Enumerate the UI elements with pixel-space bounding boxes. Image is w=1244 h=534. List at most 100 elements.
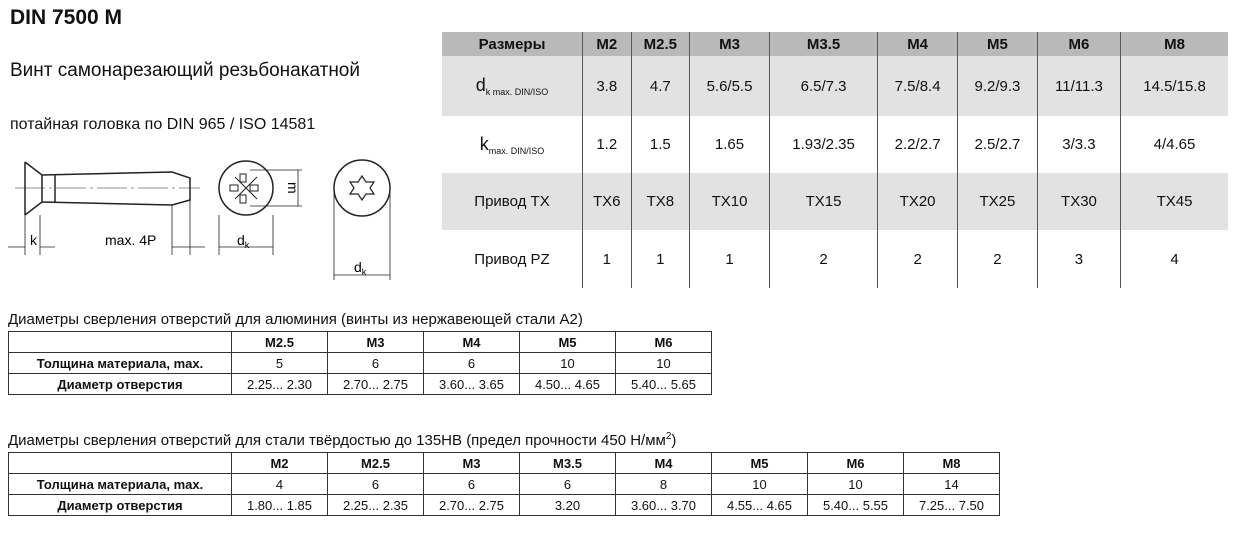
header-cell: M3 bbox=[689, 32, 770, 56]
subtitle-2: потайная головка по DIN 965 / ISO 14581 bbox=[10, 116, 316, 133]
header-cell: M2 bbox=[582, 32, 632, 56]
value-cell: 1 bbox=[689, 230, 770, 288]
header-cell: M4 bbox=[423, 331, 520, 353]
value-cell: 6 bbox=[423, 352, 520, 374]
value-cell: 1.93/2.35 bbox=[768, 116, 878, 173]
value-cell: 2 bbox=[768, 230, 878, 288]
header-cell: M3.5 bbox=[519, 452, 616, 474]
header-cell: Размеры bbox=[442, 32, 583, 56]
row-label: Толщина материала, max. bbox=[8, 473, 232, 495]
table-row: Привод PZ 1 1 1 2 2 2 3 4 bbox=[442, 230, 1228, 288]
value-cell: 1.2 bbox=[582, 116, 632, 173]
header-cell: M6 bbox=[807, 452, 904, 474]
table-row: Диаметр отверстия 1.80... 1.85 2.25... 2.3… bbox=[8, 494, 1000, 516]
value-cell: 10 bbox=[711, 473, 808, 495]
header-cell: M2 bbox=[231, 452, 328, 474]
value-cell: 4.7 bbox=[630, 56, 690, 116]
table-row: dk max. DIN/ISO 3.8 4.7 5.6/5.5 6.5/7.3 7.5/8… bbox=[442, 56, 1228, 116]
value-cell: 6 bbox=[327, 352, 424, 374]
table-row: Толщина материала, max. 4 6 6 6 8 10 10 14 bbox=[8, 473, 1000, 495]
value-cell: 4 bbox=[231, 473, 328, 495]
value-cell: 1 bbox=[582, 230, 632, 288]
header-cell: M4 bbox=[877, 32, 958, 56]
row-label: Диаметр отверстия bbox=[8, 494, 232, 516]
value-cell: 1.80... 1.85 bbox=[231, 494, 328, 516]
value-cell: TX6 bbox=[582, 173, 632, 230]
row-label: Привод TX bbox=[442, 173, 583, 230]
length-label: max. 4P bbox=[105, 232, 156, 248]
value-cell: 11/11.3 bbox=[1036, 56, 1121, 116]
value-cell: 3.20 bbox=[519, 494, 616, 516]
value-cell: 14.5/15.8 bbox=[1120, 56, 1228, 116]
value-cell: 6 bbox=[423, 473, 520, 495]
value-cell: 10 bbox=[519, 352, 616, 374]
table-row: kmax. DIN/ISO 1.2 1.5 1.65 1.93/2.35 2.2/2.7 2… bbox=[442, 116, 1228, 173]
table-header: M2 M2.5 M3 M3.5 M4 M5 M6 M8 bbox=[8, 452, 1000, 474]
value-cell: 7.25... 7.50 bbox=[903, 494, 1000, 516]
dimensions-table: Размеры M2 M2.5 M3 M3.5 M4 M5 M6 M8 dk max. DIN/I… bbox=[442, 32, 1228, 288]
value-cell: 6 bbox=[327, 473, 424, 495]
k-label: k bbox=[30, 232, 38, 248]
dk-label: dk bbox=[237, 232, 250, 250]
value-cell: 5.40... 5.55 bbox=[807, 494, 904, 516]
value-cell: 2.70... 2.75 bbox=[327, 373, 424, 395]
header-cell: M6 bbox=[615, 331, 712, 353]
value-cell: 2.25... 2.30 bbox=[231, 373, 328, 395]
value-cell: TX10 bbox=[689, 173, 770, 230]
value-cell: 5.6/5.5 bbox=[689, 56, 770, 116]
value-cell: 5 bbox=[231, 352, 328, 374]
table-row: Толщина материала, max. 5 6 6 10 10 bbox=[8, 352, 712, 374]
value-cell: 1.65 bbox=[689, 116, 770, 173]
steel-drill-table: M2 M2.5 M3 M3.5 M4 M5 M6 M8 Толщина материала, m… bbox=[8, 452, 1000, 516]
value-cell: 6.5/7.3 bbox=[768, 56, 878, 116]
value-cell: 7.5/8.4 bbox=[877, 56, 958, 116]
header-cell: M2.5 bbox=[327, 452, 424, 474]
value-cell: 2 bbox=[957, 230, 1038, 288]
header-cell: M3.5 bbox=[768, 32, 878, 56]
value-cell: 2.25... 2.35 bbox=[327, 494, 424, 516]
value-cell: 3 bbox=[1036, 230, 1121, 288]
value-cell: TX30 bbox=[1036, 173, 1121, 230]
steel-caption: Диаметры сверления отверстий для стали т… bbox=[8, 431, 677, 449]
dk-label-2: dk bbox=[354, 259, 367, 277]
value-cell: 4/4.65 bbox=[1120, 116, 1228, 173]
row-label: kmax. DIN/ISO bbox=[442, 116, 583, 173]
value-cell: 4 bbox=[1120, 230, 1228, 288]
header-cell: M2.5 bbox=[231, 331, 328, 353]
table-header: M2.5 M3 M4 M5 M6 bbox=[8, 331, 712, 353]
value-cell: 14 bbox=[903, 473, 1000, 495]
header-cell: M8 bbox=[1120, 32, 1228, 56]
value-cell: 10 bbox=[615, 352, 712, 374]
value-cell: 10 bbox=[807, 473, 904, 495]
value-cell: 6 bbox=[519, 473, 616, 495]
header-cell: M4 bbox=[615, 452, 712, 474]
header-cell: M2.5 bbox=[630, 32, 690, 56]
value-cell: 2 bbox=[877, 230, 958, 288]
value-cell: TX20 bbox=[877, 173, 958, 230]
row-label-sub: k max. DIN/ISO bbox=[485, 87, 549, 97]
row-label-sub: max. DIN/ISO bbox=[488, 145, 545, 156]
header-cell: M5 bbox=[519, 331, 616, 353]
value-cell: 5.40... 5.65 bbox=[615, 373, 712, 395]
value-cell: 3.60... 3.65 bbox=[423, 373, 520, 395]
value-cell: 9.2/9.3 bbox=[957, 56, 1038, 116]
row-label: Диаметр отверстия bbox=[8, 373, 232, 395]
header-cell: M6 bbox=[1036, 32, 1121, 56]
header-cell: M5 bbox=[957, 32, 1038, 56]
row-label-text: Привод PZ bbox=[474, 250, 550, 268]
value-cell: 2.70... 2.75 bbox=[423, 494, 520, 516]
screw-drawing: k max. 4P dk m dk bbox=[8, 159, 391, 280]
value-cell: 2.5/2.7 bbox=[957, 116, 1038, 173]
header-cell bbox=[8, 452, 232, 474]
header-cell bbox=[8, 331, 232, 353]
value-cell: 8 bbox=[615, 473, 712, 495]
header-cell: M5 bbox=[711, 452, 808, 474]
value-cell: 1.5 bbox=[630, 116, 690, 173]
row-label-text: k bbox=[479, 133, 489, 154]
value-cell: 4.50... 4.65 bbox=[519, 373, 616, 395]
value-cell: TX25 bbox=[957, 173, 1038, 230]
row-label: Привод PZ bbox=[442, 230, 583, 288]
table-row: Привод TX TX6 TX8 TX10 TX15 TX20 TX25 TX30 TX45 bbox=[442, 173, 1228, 230]
page-title: DIN 7500 M bbox=[10, 6, 123, 29]
value-cell: 2.2/2.7 bbox=[877, 116, 958, 173]
